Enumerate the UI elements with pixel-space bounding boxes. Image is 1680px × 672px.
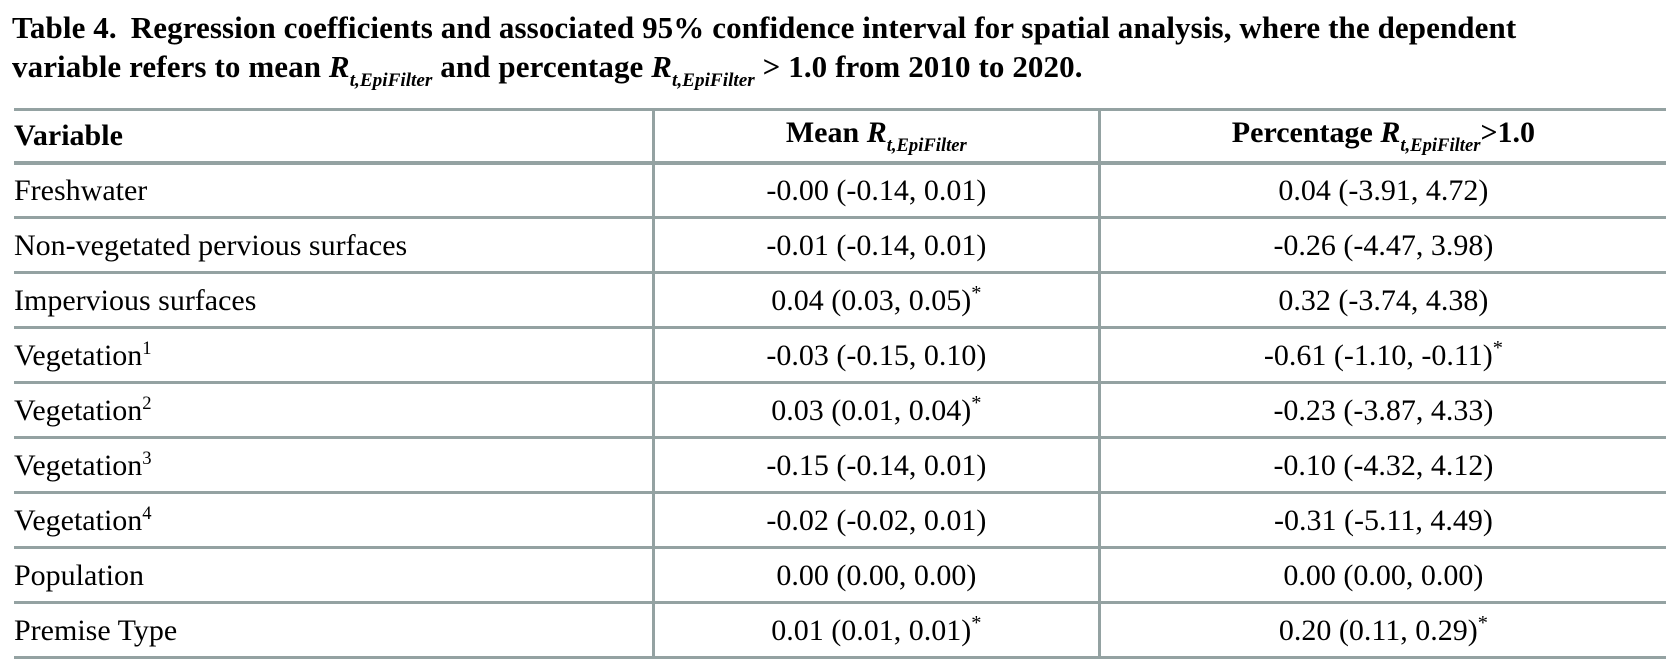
mean-cell: -0.02 (-0.02, 0.01) <box>651 492 1101 550</box>
regression-table: Variable Mean Rt,EpiFilter Percentage Rt… <box>14 108 1666 660</box>
mean-cell: 0.01 (0.01, 0.01)* <box>651 602 1101 660</box>
table-row-non-vegetated-pervious-surfaces: Non-vegetated pervious surfaces -0.01 (-… <box>14 217 1666 275</box>
table-row-vegetation-2: Vegetation2 0.03 (0.01, 0.04)* -0.23 (-3… <box>14 382 1666 440</box>
percentage-cell: 0.04 (-3.91, 4.72) <box>1099 162 1666 220</box>
header-variable: Variable <box>14 108 654 165</box>
percentage-value: -0.26 (-4.47, 3.98) <box>1273 229 1494 263</box>
variable-superscript: 3 <box>142 447 152 469</box>
math-r-subscript: t,EpiFilter <box>1400 135 1481 157</box>
variable-name: Non-vegetated pervious surfaces <box>14 228 408 262</box>
math-r-subscript: t,EpiFilter <box>672 70 755 92</box>
header-variable-label: Variable <box>14 118 123 152</box>
variable-superscript: 2 <box>142 392 152 414</box>
mean-value: -0.03 (-0.15, 0.10) <box>766 339 987 373</box>
table-row-vegetation-4: Vegetation4 -0.02 (-0.02, 0.01) -0.31 (-… <box>14 492 1666 550</box>
variable-name: Impervious surfaces <box>14 283 257 317</box>
table-header-row: Variable Mean Rt,EpiFilter Percentage Rt… <box>14 108 1666 165</box>
significance-star: * <box>1492 337 1503 360</box>
percentage-value: 0.20 (0.11, 0.29) <box>1278 614 1478 648</box>
variable-cell: Vegetation3 <box>14 437 654 495</box>
header-percentage: Percentage Rt,EpiFilter>1.0 <box>1099 108 1666 165</box>
percentage-cell: 0.20 (0.11, 0.29)* <box>1099 602 1666 660</box>
percentage-value: -0.10 (-4.32, 4.12) <box>1273 449 1494 483</box>
variable-name: Population <box>14 558 145 592</box>
variable-name: Freshwater <box>14 173 148 207</box>
mean-value: -0.00 (-0.14, 0.01) <box>766 174 987 208</box>
table-row-population: Population 0.00 (0.00, 0.00) 0.00 (0.00,… <box>14 547 1666 605</box>
table-row-impervious-surfaces: Impervious surfaces 0.04 (0.03, 0.05)* 0… <box>14 272 1666 330</box>
variable-superscript: 4 <box>142 502 152 524</box>
significance-star: * <box>971 612 982 635</box>
mean-cell: 0.04 (0.03, 0.05)* <box>651 272 1101 330</box>
percentage-cell: -0.10 (-4.32, 4.12) <box>1099 437 1666 495</box>
math-r-symbol: R <box>328 49 350 84</box>
math-r-symbol: R <box>866 116 887 150</box>
mean-value: -0.01 (-0.14, 0.01) <box>766 229 987 263</box>
table-caption: Table 4. Regression coefficients and asso… <box>12 8 1552 98</box>
table-row-vegetation-3: Vegetation3 -0.15 (-0.14, 0.01) -0.10 (-… <box>14 437 1666 495</box>
variable-cell: Freshwater <box>14 162 654 220</box>
significance-star: * <box>1477 612 1488 635</box>
percentage-cell: -0.23 (-3.87, 4.33) <box>1099 382 1666 440</box>
variable-cell: Population <box>14 547 654 605</box>
header-percentage-suffix: >1.0 <box>1480 116 1536 150</box>
table-row-premise-type: Premise Type 0.01 (0.01, 0.01)* 0.20 (0.… <box>14 602 1666 660</box>
mean-cell: -0.15 (-0.14, 0.01) <box>651 437 1101 495</box>
mean-cell: -0.00 (-0.14, 0.01) <box>651 162 1101 220</box>
variable-cell: Vegetation2 <box>14 382 654 440</box>
significance-star: * <box>971 282 982 305</box>
mean-value: 0.04 (0.03, 0.05) <box>771 284 972 318</box>
mean-cell: -0.01 (-0.14, 0.01) <box>651 217 1101 275</box>
mean-value: 0.01 (0.01, 0.01) <box>771 614 972 648</box>
table-caption-text-3: > 1.0 from 2010 to 2020. <box>754 49 1083 84</box>
variable-cell: Premise Type <box>14 602 654 660</box>
table-row-freshwater: Freshwater -0.00 (-0.14, 0.01) 0.04 (-3.… <box>14 162 1666 220</box>
percentage-cell: -0.61 (-1.10, -0.11)* <box>1099 327 1666 385</box>
mean-cell: 0.03 (0.01, 0.04)* <box>651 382 1101 440</box>
math-r-symbol: R <box>1380 116 1401 150</box>
percentage-value: 0.00 (0.00, 0.00) <box>1283 559 1484 593</box>
variable-name: Vegetation <box>14 338 143 372</box>
math-r-subscript: t,EpiFilter <box>349 70 433 92</box>
variable-cell: Non-vegetated pervious surfaces <box>14 217 654 275</box>
table-row-vegetation-1: Vegetation1 -0.03 (-0.15, 0.10) -0.61 (-… <box>14 327 1666 385</box>
variable-cell: Vegetation4 <box>14 492 654 550</box>
percentage-cell: -0.31 (-5.11, 4.49) <box>1099 492 1666 550</box>
math-r-subscript: t,EpiFilter <box>886 135 967 157</box>
mean-value: 0.00 (0.00, 0.00) <box>776 559 977 593</box>
percentage-value: -0.61 (-1.10, -0.11) <box>1263 339 1493 373</box>
mean-value: 0.03 (0.01, 0.04) <box>771 394 972 428</box>
percentage-cell: 0.32 (-3.74, 4.38) <box>1099 272 1666 330</box>
header-mean: Mean Rt,EpiFilter <box>651 108 1101 165</box>
table-caption-text-2: and percentage <box>432 49 652 84</box>
mean-cell: -0.03 (-0.15, 0.10) <box>651 327 1101 385</box>
percentage-value: -0.23 (-3.87, 4.33) <box>1273 394 1494 428</box>
percentage-value: 0.32 (-3.74, 4.38) <box>1278 284 1489 318</box>
header-mean-prefix: Mean <box>785 116 867 150</box>
percentage-cell: -0.26 (-4.47, 3.98) <box>1099 217 1666 275</box>
mean-value: -0.02 (-0.02, 0.01) <box>766 504 987 538</box>
percentage-value: -0.31 (-5.11, 4.49) <box>1273 504 1493 538</box>
mean-value: -0.15 (-0.14, 0.01) <box>766 449 987 483</box>
math-r-symbol: R <box>651 49 673 84</box>
variable-name: Vegetation <box>14 448 143 482</box>
percentage-value: 0.04 (-3.91, 4.72) <box>1278 174 1489 208</box>
header-percentage-prefix: Percentage <box>1231 116 1381 150</box>
variable-name: Vegetation <box>14 393 143 427</box>
mean-cell: 0.00 (0.00, 0.00) <box>651 547 1101 605</box>
percentage-cell: 0.00 (0.00, 0.00) <box>1099 547 1666 605</box>
table-caption-text-1: Regression coefficients and associated 9… <box>12 10 1517 84</box>
variable-cell: Impervious surfaces <box>14 272 654 330</box>
significance-star: * <box>971 392 982 415</box>
variable-cell: Vegetation1 <box>14 327 654 385</box>
variable-superscript: 1 <box>142 337 152 359</box>
variable-name: Premise Type <box>14 613 178 647</box>
variable-name: Vegetation <box>14 503 143 537</box>
table-caption-number: Table 4. <box>12 10 117 45</box>
